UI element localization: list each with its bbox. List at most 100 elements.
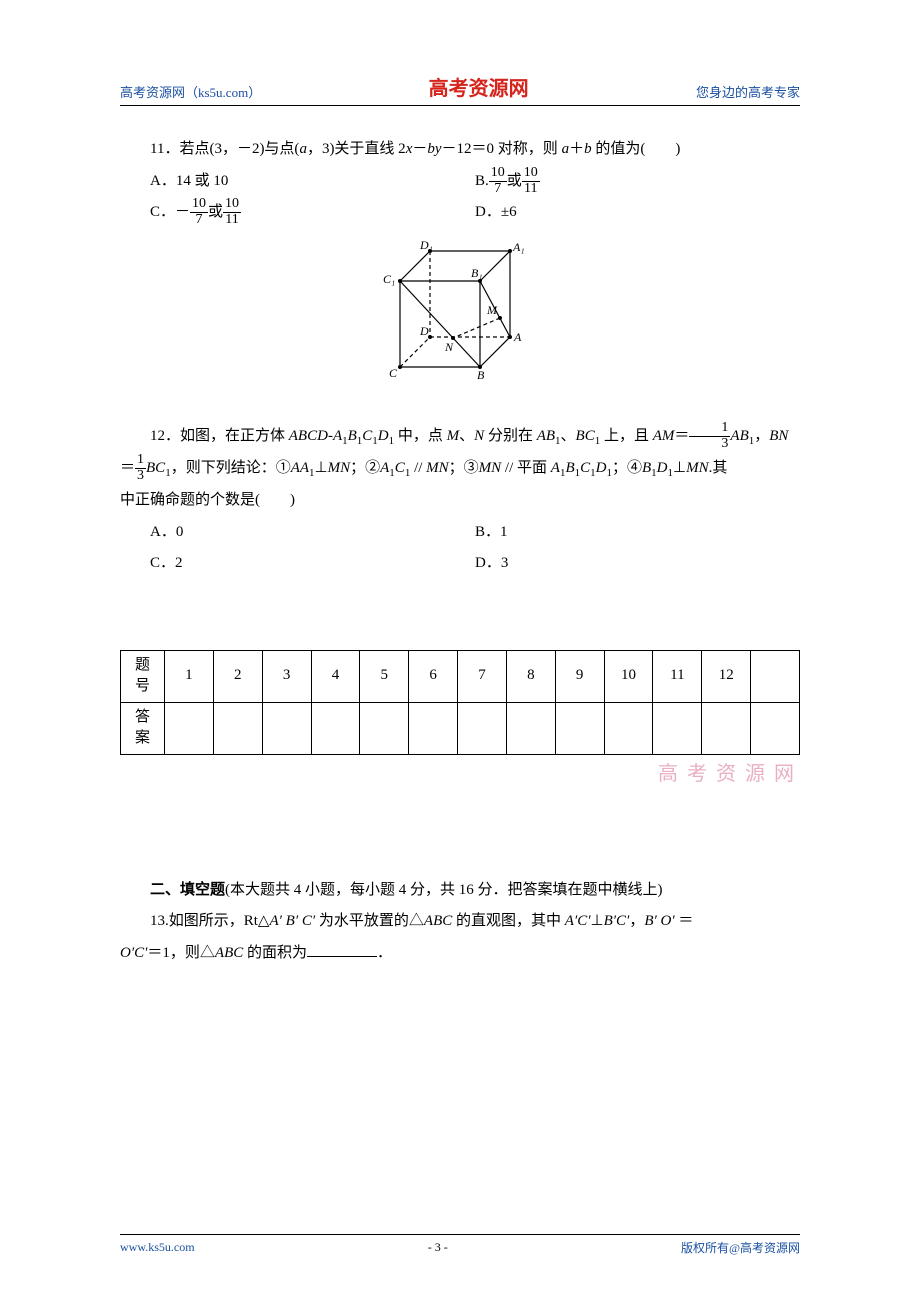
q11-b-frac1-num: 10 (489, 166, 507, 182)
table-header-answer: 答 案 (121, 702, 165, 754)
q11-text-1: 11．若点(3，－2)与点( (150, 141, 299, 157)
q12-optD: D．3 (475, 555, 508, 571)
q12-optA: A．0 (150, 524, 183, 540)
q11-optC-or: 或 (208, 204, 223, 220)
q12-t6: 上，且 (600, 428, 653, 444)
table-cell (458, 702, 507, 754)
label-B: B (477, 368, 485, 382)
page-footer: www.ks5u.com - 3 - 版权所有@高考资源网 (120, 1234, 800, 1256)
q12-fb-d: 3 (135, 469, 146, 484)
table-cell (702, 702, 751, 754)
cube-figure: D₁ A₁ C₁ B₁ D A C B M N (120, 239, 800, 402)
table-cell (506, 702, 555, 754)
footer-left: www.ks5u.com (120, 1240, 195, 1255)
q12-t10: ⊥ (315, 460, 328, 476)
blank-underline (307, 956, 377, 957)
q12-fa-d: 3 (689, 437, 730, 452)
q12-t5: 、 (561, 428, 576, 444)
table-cell (165, 702, 214, 754)
q13-e: ， (629, 913, 644, 929)
sec2-h: 二、填空题 (150, 882, 225, 898)
q13-i: ． (377, 945, 392, 961)
table-cell: 9 (555, 650, 604, 702)
label-M: M (486, 303, 498, 317)
table-cell (751, 702, 800, 754)
table-cell: 5 (360, 650, 409, 702)
table-cell (604, 702, 653, 754)
table-cell (653, 702, 702, 754)
q12-fa-n: 1 (689, 421, 730, 437)
q11-optA: A．14 或 10 (150, 173, 228, 189)
table-cell (213, 702, 262, 754)
label-D1: D₁ (419, 239, 433, 252)
q12-choices-row1: A．0 B．1 (150, 517, 800, 549)
q13-d: ⊥ (591, 913, 604, 929)
q12-t15: ；④ (612, 460, 642, 476)
table-cell (555, 702, 604, 754)
q11-optB-or: 或 (507, 173, 522, 189)
table-cell: 12 (702, 650, 751, 702)
q11-text-6: 的值为( ) (592, 141, 681, 157)
q12-t2: 中，点 (394, 428, 447, 444)
q12-t16: ⊥ (673, 460, 686, 476)
table-cell (262, 702, 311, 754)
table-cell (360, 702, 409, 754)
header-center-logo: 高考资源网 (429, 72, 529, 101)
q12-t13: ；③ (449, 460, 479, 476)
table-row: 答 案 (121, 702, 800, 754)
q13-g: ＝1，则△ (147, 945, 215, 961)
table-cell: 4 (311, 650, 360, 702)
q11-c-frac1-num: 10 (190, 197, 208, 213)
table-cell: 8 (506, 650, 555, 702)
watermark-text: 高 考 资 源 网 (120, 753, 800, 795)
q13-a: 13.如图所示，Rt△ (150, 913, 269, 929)
q11-text-4: －12＝0 对称，则 (442, 141, 562, 157)
label-A: A (513, 330, 522, 344)
q12-t17: .其 (709, 460, 728, 476)
table-cell (409, 702, 458, 754)
q11-optB-prefix: B. (475, 173, 489, 189)
hdr1-l1: 题 (135, 657, 150, 673)
hdr1-l2: 号 (135, 678, 150, 694)
q13-b: 为水平放置的△ (315, 913, 424, 929)
table-cell: 11 (653, 650, 702, 702)
label-C: C (389, 366, 398, 380)
q12-t18: 中正确命题的个数是( ) (120, 492, 295, 508)
q11-text-2: ，3)关于直线 2 (307, 141, 406, 157)
q13-c: 的直观图，其中 (452, 913, 565, 929)
hdr2-l1: 答 (135, 709, 150, 725)
q12-t3: 、 (459, 428, 474, 444)
q11-b-frac2-num: 10 (522, 166, 540, 182)
q11-b-frac2-den: 11 (522, 182, 540, 197)
label-D: D (419, 324, 429, 338)
table-cell (751, 650, 800, 702)
footer-page-number: - 3 - (428, 1240, 448, 1255)
label-N: N (444, 340, 454, 354)
label-B1: B₁ (471, 266, 483, 280)
table-cell: 10 (604, 650, 653, 702)
q13-h: 的面积为 (243, 945, 307, 961)
q11-c-frac2-num: 10 (223, 197, 241, 213)
q11-choices-row1: A．14 或 10 B.107或1011 (150, 166, 800, 198)
table-cell: 1 (165, 650, 214, 702)
section2-heading: 二、填空题(本大题共 4 小题，每小题 4 分，共 16 分．把答案填在题中横线… (120, 875, 800, 907)
q12-optC: C．2 (150, 555, 183, 571)
sec2-ht: (本大题共 4 小题，每小题 4 分，共 16 分．把答案填在题中横线上) (225, 882, 663, 898)
q11-c-frac2-den: 11 (223, 213, 241, 228)
q13-line1: 13.如图所示，Rt△A′ B′ C′ 为水平放置的△ABC 的直观图，其中 A… (120, 906, 800, 938)
q12-t7: ＝ (674, 428, 689, 444)
table-cell (311, 702, 360, 754)
q13-f: ＝ (675, 913, 694, 929)
label-A1: A₁ (512, 240, 525, 254)
table-cell: 2 (213, 650, 262, 702)
q11-optD: D．±6 (475, 204, 517, 220)
hdr2-l2: 案 (135, 730, 150, 746)
q12-fb-n: 1 (135, 453, 146, 469)
q12-t9: ，则下列结论：① (171, 460, 291, 476)
q11-optC-prefix: C．－ (150, 204, 190, 220)
q11-b-frac1-den: 7 (489, 182, 507, 197)
q11-text-5: ＋ (569, 141, 584, 157)
table-header-qnum: 题 号 (121, 650, 165, 702)
q11-stem: 11．若点(3，－2)与点(a，3)关于直线 2x－by－12＝0 对称，则 a… (120, 134, 800, 166)
label-C1: C₁ (383, 272, 395, 286)
